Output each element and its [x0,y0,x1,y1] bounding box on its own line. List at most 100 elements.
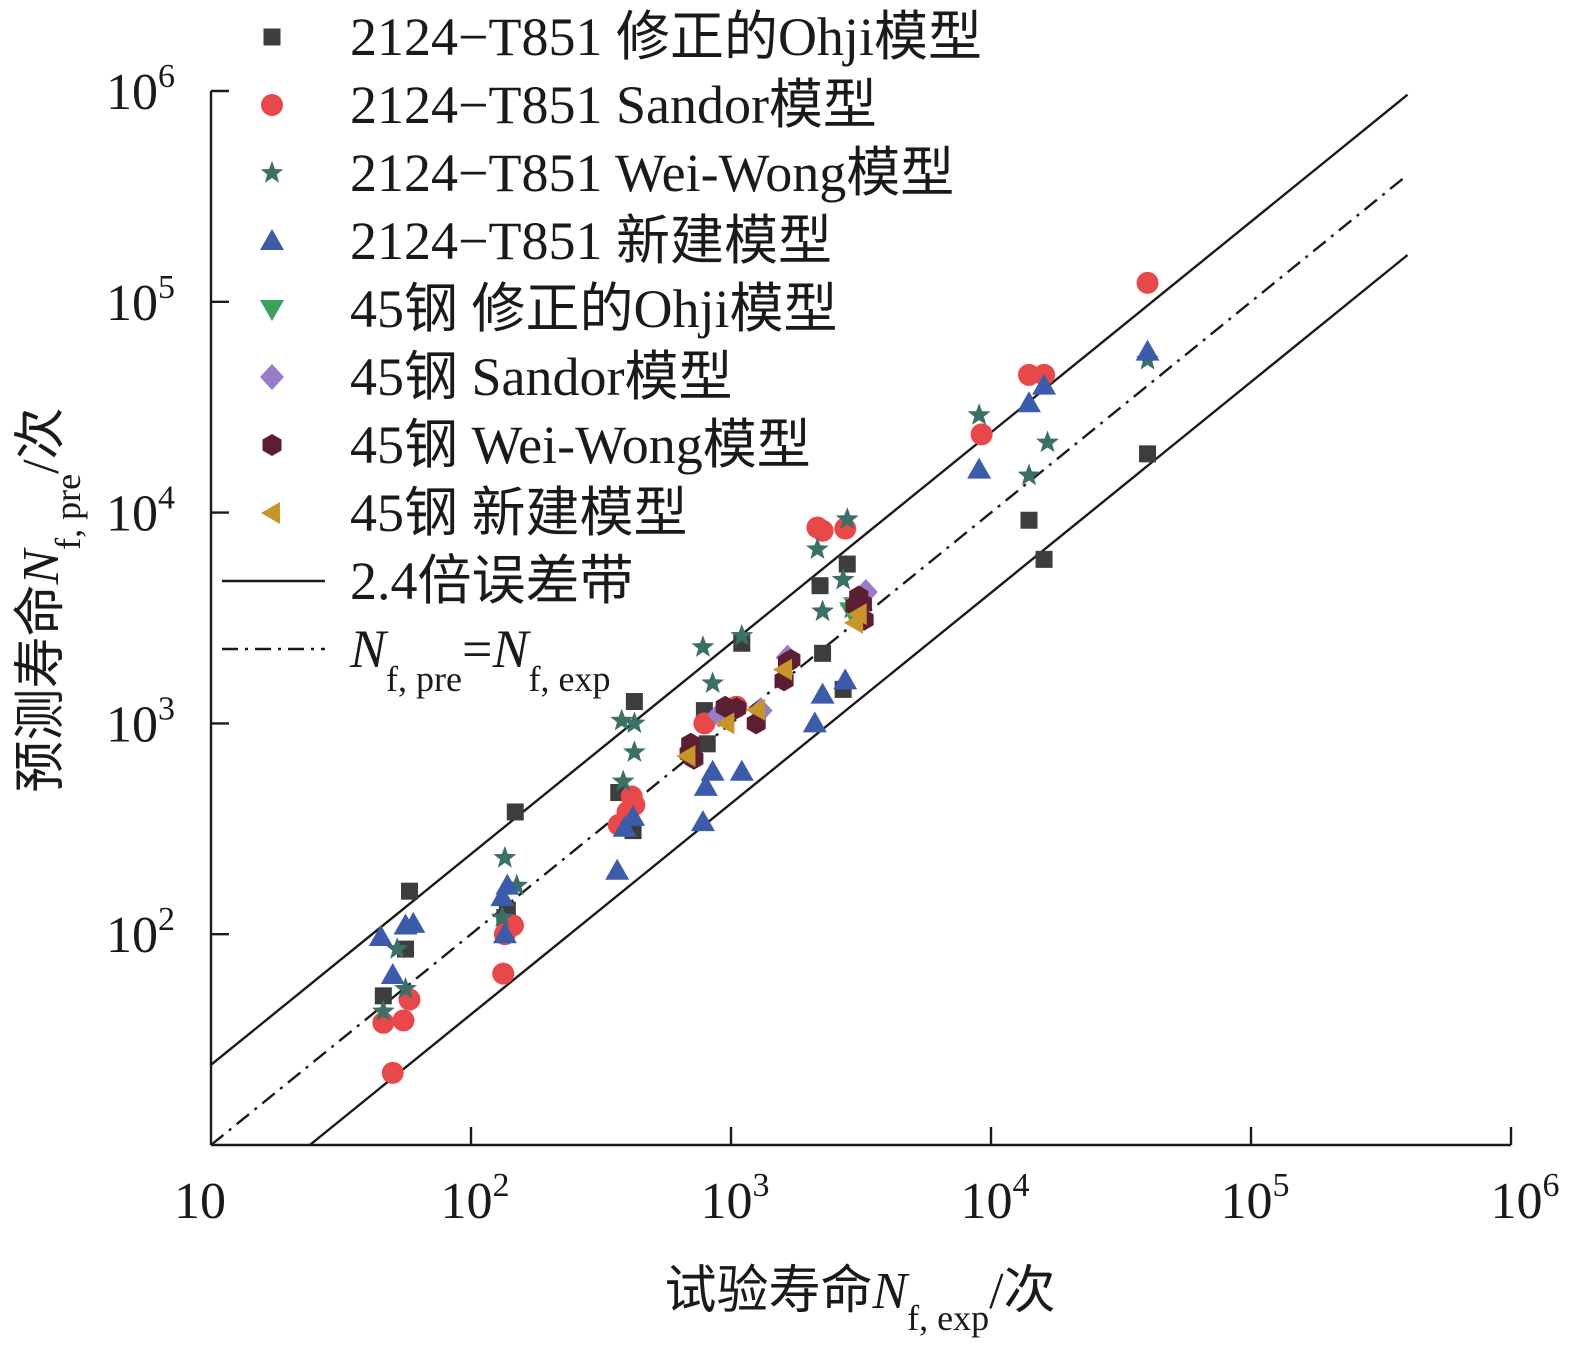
data-point [368,924,393,946]
data-point [400,882,418,900]
legend-marker [263,28,281,46]
legend-marker [262,434,282,456]
data-point [730,623,754,646]
plot-area [211,93,1409,1145]
data-point [967,403,991,425]
legend-marker [260,161,284,183]
data-point [495,873,520,895]
data-point [727,697,746,720]
legend-entry: Nf, pre=Nf, exp [349,619,610,699]
series-3 [371,347,1159,1022]
data-point [506,803,524,821]
data-point [492,922,517,944]
series-8 [676,603,867,768]
y-tick-label: 102 [106,901,175,964]
data-point [693,774,718,796]
data-point [811,577,829,595]
data-point [392,1009,415,1032]
data-point [394,976,417,999]
data-point [970,423,993,446]
data-point [831,567,855,590]
data-point [676,745,696,768]
data-point [505,873,529,896]
data-point [691,635,715,657]
reference-line-upper-band [211,93,1409,1066]
data-point [835,507,859,529]
y-tick-label: 104 [106,480,175,543]
data-point [385,937,409,959]
data-point [1135,339,1160,361]
data-point [1136,271,1159,294]
data-point [690,810,715,832]
x-axis-label: 试验寿命Nf, exp/次 [664,1262,1055,1338]
data-point [490,885,515,907]
data-point [380,963,405,985]
data-point [838,555,856,573]
legend-entry: 2124−T851 Sandor模型 [350,75,877,135]
x-tick-label: 104 [961,1167,1030,1230]
data-point [1139,445,1157,463]
legend: 2124−T851 修正的Ohji模型 2124−T851 Sandor模型 212… [222,7,982,699]
axes [209,91,1511,1147]
data-point [611,769,635,792]
legend-entry: 45钢 Sandor模型 [350,347,732,407]
legend-entry: 2.4倍误差带 [350,551,634,611]
data-point [621,804,646,826]
data-point [612,815,637,837]
data-point [693,712,716,735]
y-tick-label: 103 [106,690,175,753]
data-point [1017,463,1041,486]
x-tick-label: 102 [441,1167,510,1230]
data-point [729,759,754,781]
data-point [374,987,392,1005]
data-point [490,905,514,928]
legend-entry: 45钢 新建模型 [350,483,688,543]
legend-entry: 2124−T851 修正的Ohji模型 [350,7,982,67]
axis-labels: 试验寿命Nf, exp/次 预测寿命Nf, pre/次 [12,407,1056,1338]
x-tick-label: 103 [701,1167,770,1230]
legend-entry: 45钢 Wei-Wong模型 [350,415,811,475]
data-point [401,911,426,933]
legend-marker [261,94,283,116]
data-point [1016,391,1041,413]
x-tick-label: 106 [1491,1167,1560,1230]
data-point [371,999,395,1022]
data-point [806,537,829,559]
data-point [625,693,643,711]
data-point [623,794,646,817]
x-tick-label: 10 [174,1173,226,1230]
data-point [810,682,835,704]
data-point [814,644,832,662]
data-point [1035,550,1053,568]
data-point [623,740,646,762]
data-points [368,271,1160,1084]
legend-entry: 2124−T851 Wei-Wong模型 [350,143,954,203]
legend-marker [260,364,284,390]
legend-marker [261,502,280,524]
data-point [847,603,867,626]
data-point [610,708,634,731]
legend-marker [260,229,284,250]
legend-entry: 45钢 修正的Ohji模型 [350,279,838,339]
x-tick-label: 105 [1221,1167,1290,1230]
data-point [493,845,517,868]
legend-entry: 2124−T851 新建模型 [350,211,832,271]
data-point [773,658,793,681]
y-tick-label: 105 [106,269,175,332]
data-point [492,962,515,985]
y-axis-label: 预测寿命Nf, pre/次 [12,407,88,792]
data-point [700,759,725,781]
series-4 [368,339,1160,985]
data-point [623,711,646,734]
data-point [381,1061,404,1084]
data-point [1032,373,1057,395]
data-point [698,735,716,753]
data-point [811,599,834,622]
data-point [605,858,630,880]
ticks: 10 102 103 104 105 106 102 103 104 105 106 [106,58,1560,1230]
data-point [1017,363,1040,386]
data-point [715,712,735,735]
data-point [967,457,992,479]
data-point [811,519,834,542]
